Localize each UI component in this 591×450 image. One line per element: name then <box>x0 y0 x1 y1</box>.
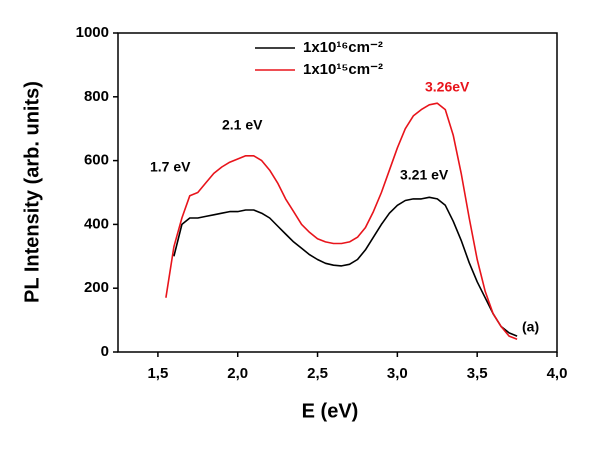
legend-label: 1x10¹⁵cm⁻² <box>303 61 383 78</box>
annotation: 1.7 eV <box>150 159 191 175</box>
data-line <box>173 196 518 337</box>
x-tick-label: 4,0 <box>547 365 568 382</box>
x-tick-label: 3,5 <box>467 365 488 382</box>
x-axis-label: E (eV) <box>302 400 359 422</box>
y-tick-label: 400 <box>84 215 109 232</box>
y-tick-label: 1000 <box>76 24 109 41</box>
x-tick-label: 2,5 <box>307 365 328 382</box>
x-tick-label: 3,0 <box>387 365 408 382</box>
y-tick-label: 200 <box>84 279 109 296</box>
plot-frame <box>117 32 558 353</box>
x-tick-label: 2,0 <box>227 365 248 382</box>
y-axis-label: PL Intensity (arb. units) <box>21 81 43 303</box>
y-tick-label: 800 <box>84 88 109 105</box>
annotation: 3.26eV <box>425 79 470 95</box>
data-line <box>165 102 518 340</box>
annotation: 2.1 eV <box>222 117 263 133</box>
y-tick-label: 0 <box>101 343 109 360</box>
legend-label: 1x10¹⁶cm⁻² <box>303 39 383 56</box>
annotation: (a) <box>522 319 539 335</box>
annotation: 3.21 eV <box>400 167 449 183</box>
y-tick-label: 600 <box>84 152 109 169</box>
x-tick-label: 1,5 <box>147 365 168 382</box>
